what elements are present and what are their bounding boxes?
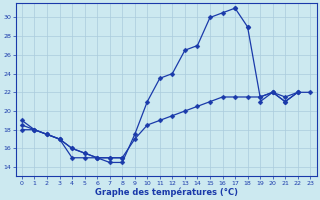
X-axis label: Graphe des températures (°C): Graphe des températures (°C) bbox=[95, 187, 237, 197]
